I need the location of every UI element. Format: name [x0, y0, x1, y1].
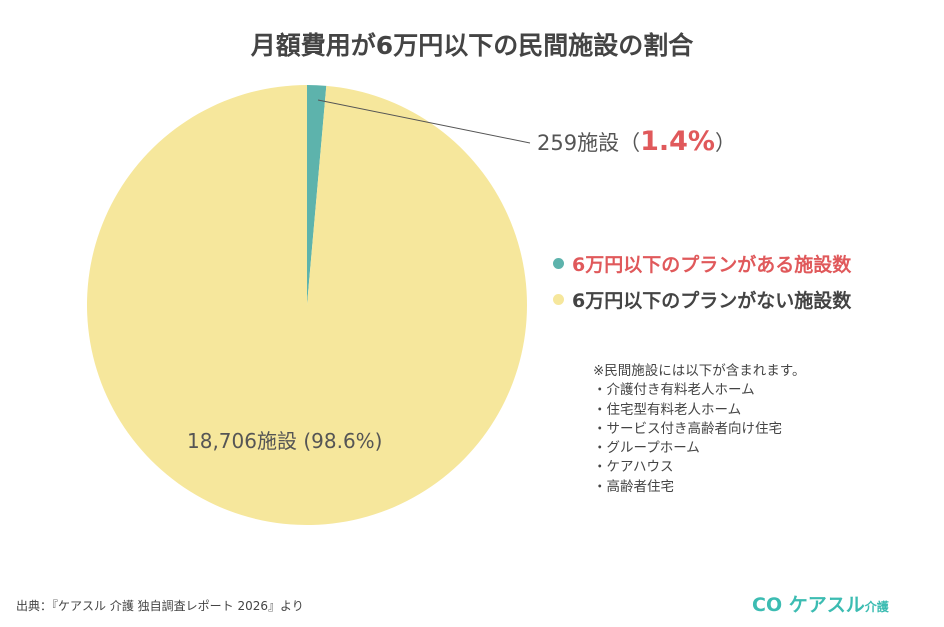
note-heading: ※民間施設には以下が含まれます。 [593, 363, 806, 379]
callout-percent: 1.4% [640, 126, 715, 157]
legend-dot-teal [553, 258, 564, 269]
note-item: ・サービス付き高齢者向け住宅 [593, 420, 782, 437]
note-item: ・高齢者住宅 [593, 478, 674, 495]
logo-sub: 介護 [864, 600, 889, 614]
large-slice-label: 18,706施設 (98.6%) [187, 429, 383, 453]
legend-label: 6万円以下のプランがある施設数 [572, 254, 852, 276]
legend-dot-yellow [553, 294, 564, 305]
logo-mark-icon: CO [752, 594, 783, 616]
legend-label: 6万円以下のプランがない施設数 [572, 290, 852, 312]
pie-slice-1 [86, 85, 528, 525]
pie-slice-0 [307, 85, 327, 305]
callout-leader-line [317, 99, 531, 144]
callout-count: 259施設 [537, 131, 620, 155]
legend-item-with-plan: 6万円以下のプランがある施設数 [553, 250, 851, 277]
note-item: ・グループホーム [593, 440, 700, 457]
legend-item-without-plan: 6万円以下のプランがない施設数 [553, 286, 851, 313]
note-item: ・介護付き有料老人ホーム [593, 382, 755, 399]
logo-text: ケアスル [788, 594, 865, 616]
facility-note: ※民間施設には以下が含まれます。 ・介護付き有料老人ホーム ・住宅型有料老人ホー… [593, 362, 805, 497]
caresul-logo: CO ケアスル介護 [752, 590, 889, 617]
chart-title: 月額費用が6万円以下の民間施設の割合 [250, 31, 694, 60]
small-slice-callout: 259施設（1.4%） [537, 126, 736, 157]
note-item: ・ケアハウス [593, 459, 674, 476]
source-citation: 出典：『ケアスル 介護 独自調査レポート 2026』より [16, 599, 304, 613]
note-item: ・住宅型有料老人ホーム [593, 401, 742, 418]
